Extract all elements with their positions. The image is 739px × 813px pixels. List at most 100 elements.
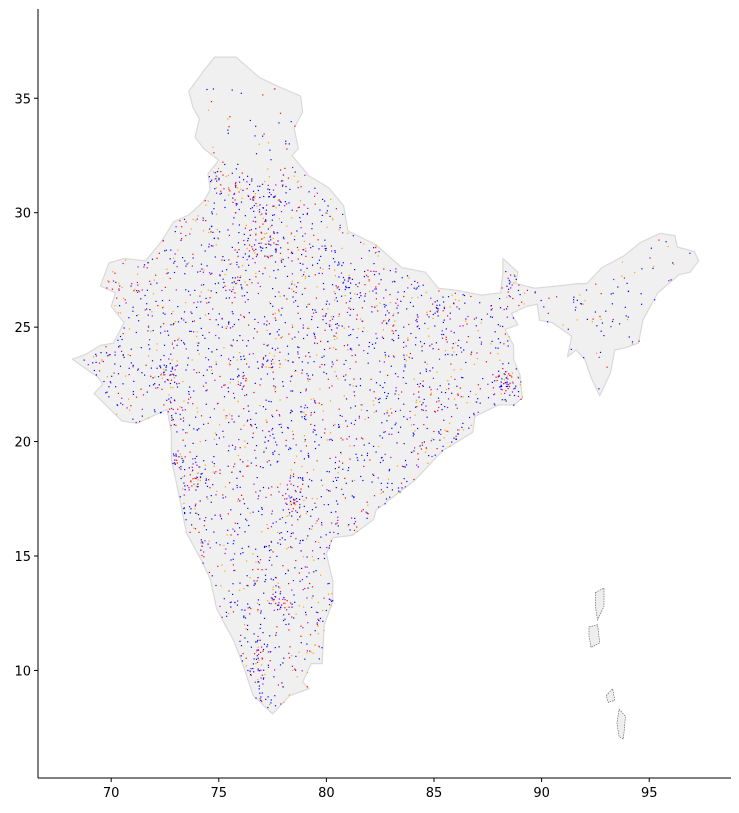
scatter-point [246, 259, 248, 261]
scatter-point [340, 451, 342, 454]
scatter-point [184, 260, 186, 262]
scatter-point [447, 296, 450, 298]
scatter-point [313, 361, 315, 363]
scatter-point [575, 306, 577, 308]
scatter-point [334, 275, 336, 277]
scatter-point [271, 599, 273, 601]
scatter-point [219, 231, 221, 233]
scatter-point [254, 449, 256, 451]
scatter-point [184, 512, 186, 514]
scatter-point [164, 381, 166, 383]
scatter-point [282, 686, 284, 688]
scatter-point [293, 473, 295, 475]
scatter-point [234, 553, 236, 555]
scatter-point [626, 319, 629, 321]
scatter-point [300, 450, 302, 452]
scatter-point [508, 283, 511, 285]
scatter-point [211, 518, 213, 520]
scatter-point [320, 496, 322, 498]
scatter-point [177, 339, 179, 341]
scatter-point [256, 602, 259, 604]
scatter-point [464, 302, 466, 304]
scatter-point [201, 554, 203, 557]
scatter-point [218, 313, 220, 315]
scatter-point [292, 475, 295, 478]
scatter-point [291, 410, 293, 412]
scatter-point [249, 577, 251, 579]
scatter-point [151, 311, 153, 313]
scatter-point [343, 345, 345, 347]
scatter-point [236, 282, 238, 284]
scatter-point [291, 515, 293, 517]
scatter-point [348, 436, 350, 438]
scatter-point [254, 328, 256, 330]
scatter-point [523, 303, 525, 305]
scatter-point [193, 302, 195, 304]
scatter-point [447, 406, 449, 409]
scatter-point [270, 603, 272, 605]
scatter-point [366, 452, 369, 454]
scatter-point [190, 508, 192, 510]
scatter-point [436, 371, 438, 373]
scatter-point [416, 406, 418, 408]
scatter-point [458, 308, 460, 310]
scatter-point [185, 221, 187, 223]
scatter-point [149, 280, 151, 282]
scatter-point [230, 601, 232, 603]
scatter-point [504, 399, 506, 401]
scatter-point [261, 365, 263, 367]
scatter-point [262, 247, 264, 249]
scatter-point [193, 390, 195, 392]
scatter-point [227, 186, 229, 188]
scatter-point [144, 374, 146, 376]
scatter-point [275, 207, 277, 209]
scatter-point [385, 397, 387, 400]
scatter-point [286, 548, 288, 550]
scatter-point [294, 284, 296, 286]
scatter-point [233, 281, 235, 283]
scatter-point [322, 282, 325, 285]
scatter-point [433, 439, 435, 441]
scatter-point [350, 297, 352, 300]
scatter-point [441, 333, 443, 336]
scatter-point [254, 318, 256, 320]
scatter-point [233, 466, 235, 468]
scatter-point [324, 315, 326, 317]
scatter-point [314, 195, 316, 197]
scatter-point [116, 297, 118, 299]
scatter-point [168, 394, 170, 396]
scatter-point [506, 316, 508, 318]
scatter-point [121, 286, 123, 289]
scatter-point [631, 343, 633, 345]
scatter-point [100, 352, 102, 354]
scatter-point [322, 315, 324, 317]
scatter-point [445, 328, 447, 330]
scatter-point [306, 306, 308, 308]
scatter-point [232, 392, 235, 394]
scatter-point [409, 301, 412, 304]
scatter-point [318, 645, 320, 647]
scatter-point [215, 178, 217, 180]
scatter-point [197, 349, 199, 351]
scatter-point [95, 353, 97, 355]
scatter-point [231, 471, 233, 473]
scatter-point [417, 296, 419, 299]
scatter-point [306, 538, 308, 540]
scatter-point [263, 450, 265, 452]
scatter-point [229, 190, 231, 192]
scatter-point [395, 387, 397, 389]
scatter-point [341, 415, 343, 417]
scatter-point [318, 248, 320, 250]
scatter-point [471, 351, 473, 353]
scatter-point [598, 356, 600, 358]
scatter-point [272, 593, 274, 595]
scatter-point [230, 559, 232, 561]
scatter-point [118, 288, 120, 290]
scatter-point [173, 462, 175, 464]
scatter-point [406, 308, 408, 310]
scatter-point [229, 327, 232, 329]
scatter-point [449, 445, 451, 448]
scatter-point [156, 367, 158, 369]
scatter-point [342, 276, 345, 279]
scatter-point [272, 305, 274, 307]
